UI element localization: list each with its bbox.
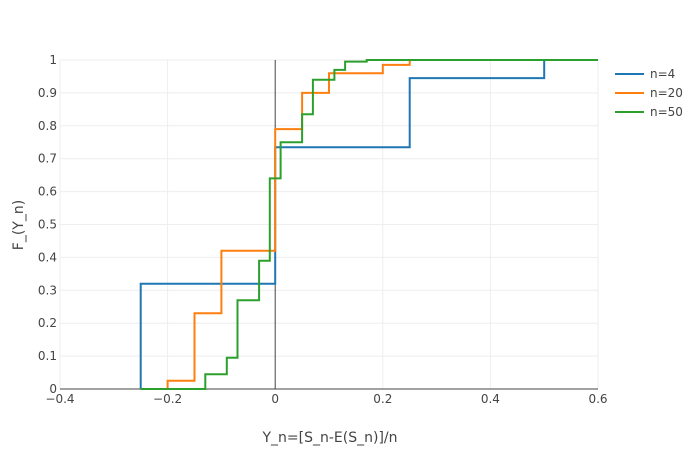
legend-item[interactable]: n=20 [615, 86, 683, 100]
y-tick-label: 0 [49, 382, 57, 396]
y-tick-label: 0.4 [38, 250, 57, 264]
series-line-3 [140, 59, 598, 390]
x-tick-label: 0 [271, 392, 279, 406]
y-tick-label: 0.7 [38, 152, 57, 166]
legend-label: n=50 [650, 105, 683, 119]
y-tick-label: 0.9 [38, 86, 57, 100]
series-line-2 [140, 59, 598, 390]
series-layer [139, 59, 598, 390]
y-tick-label: 0.3 [38, 283, 57, 297]
grid [59, 59, 599, 389]
y-tick-label: 0.2 [38, 316, 57, 330]
legend-item[interactable]: n=4 [615, 67, 675, 81]
y-tick-label: 0.6 [38, 185, 57, 199]
x-tick-label: 0.2 [373, 392, 392, 406]
series-line-1 [139, 59, 598, 389]
legend-label: n=4 [650, 67, 675, 81]
x-axis-title: Y_n=[S_n-E(S_n)]/n [261, 430, 397, 446]
x-tick-label: −0.4 [45, 392, 74, 406]
legend-item[interactable]: n=50 [615, 105, 683, 119]
legend-label: n=20 [650, 86, 683, 100]
y-axis-title: F_(Y_n) [11, 200, 27, 250]
y-tick-label: 0.8 [38, 119, 57, 133]
x-axis-ticks: −0.4 −0.2 0 0.2 0.4 0.6 [45, 392, 607, 406]
y-tick-label: 1 [49, 53, 57, 67]
y-tick-label: 0.5 [38, 218, 57, 232]
y-axis-ticks: 0 0.1 0.2 0.3 0.4 0.5 0.6 0.7 0.8 0.9 1 [38, 53, 57, 396]
y-tick-label: 0.1 [38, 349, 57, 363]
x-tick-label: 0.4 [481, 392, 500, 406]
x-tick-label: −0.2 [153, 392, 182, 406]
x-tick-label: 0.6 [588, 392, 607, 406]
legend[interactable]: n=4 n=20 n=50 [615, 67, 683, 119]
